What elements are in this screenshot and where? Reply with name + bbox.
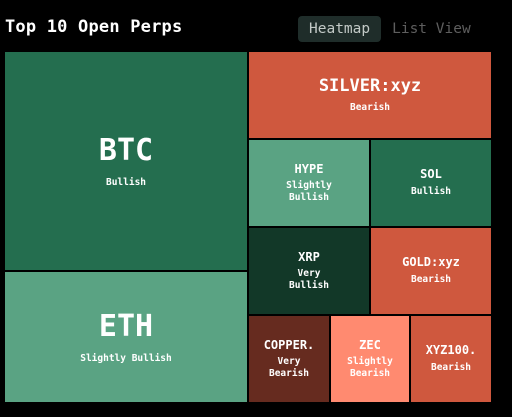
tile-symbol: ETH [98, 309, 154, 344]
tile-symbol: COPPER. [263, 337, 315, 352]
tile-sentiment: Slightly Bearish [347, 356, 393, 379]
tile-silver-xyz[interactable]: SILVER:xyz Bearish [249, 52, 491, 138]
tile-gold-xyz[interactable]: GOLD:xyz Bearish [371, 228, 491, 314]
tab-list-view[interactable]: List View [392, 21, 471, 37]
tile-xyz100[interactable]: XYZ100. Bearish [411, 316, 491, 402]
tile-symbol: HYPE [294, 161, 324, 176]
tile-symbol: GOLD:xyz [402, 255, 460, 270]
tile-eth[interactable]: ETH Slightly Bullish [5, 272, 247, 402]
tile-symbol: SOL [420, 167, 442, 182]
tile-sentiment: Very Bearish [268, 356, 310, 379]
tile-sentiment: Slightly Bullish [80, 352, 172, 364]
tile-sentiment: Bearish [349, 101, 391, 113]
tab-heatmap[interactable]: Heatmap [298, 16, 382, 42]
tile-btc[interactable]: BTC Bullish [5, 52, 247, 270]
tile-zec[interactable]: ZEC Slightly Bearish [331, 316, 409, 402]
tile-symbol: BTC [98, 133, 154, 168]
tile-sentiment: Slightly Bullish [286, 180, 332, 203]
tile-xrp[interactable]: XRP Very Bullish [249, 228, 369, 314]
tile-sentiment: Bearish [430, 362, 472, 374]
tile-copper[interactable]: COPPER. Very Bearish [249, 316, 329, 402]
heatmap-title: Top 10 Open Perps [5, 17, 183, 37]
view-tabs: Heatmap List View [298, 16, 482, 42]
tile-sol[interactable]: SOL Bullish [371, 140, 491, 226]
tile-symbol: XRP [298, 249, 320, 264]
tile-hype[interactable]: HYPE Slightly Bullish [249, 140, 369, 226]
tile-sentiment: Very Bullish [288, 268, 330, 291]
tile-sentiment: Bearish [410, 274, 452, 286]
tile-symbol: XYZ100. [425, 343, 477, 358]
tile-symbol: SILVER:xyz [318, 75, 422, 96]
tile-sentiment: Bullish [105, 176, 147, 188]
tile-symbol: ZEC [359, 337, 381, 352]
tile-sentiment: Bullish [410, 186, 452, 198]
